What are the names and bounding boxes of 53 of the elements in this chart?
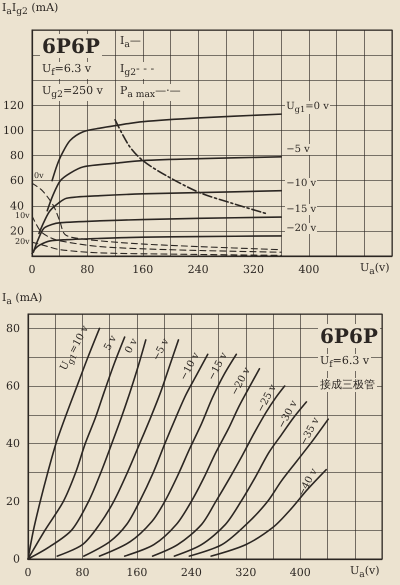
series-label: U$_{g1}$=0 v	[285, 101, 330, 114]
series-label: 10v	[15, 210, 30, 220]
annotation: P$_{a max}$—·—	[118, 84, 183, 102]
text: −30 v	[276, 398, 300, 430]
y-tick-label: 60	[6, 380, 20, 393]
x-tick-label: 400	[290, 566, 311, 579]
x-tick-label: 400	[298, 263, 320, 276]
x-axis-title: U$_{a}$(v)	[350, 564, 380, 580]
y-tick-label: 0	[13, 552, 20, 566]
x-tick-label: 0	[28, 263, 36, 276]
series-label: −10 v	[285, 178, 318, 189]
text: 5 v	[102, 334, 119, 352]
y-tick-label: 120	[3, 98, 24, 112]
x-tick-label: 80	[80, 263, 94, 276]
text: −20 v	[230, 366, 254, 398]
annotation: 接成三极管	[318, 378, 377, 392]
annotation: U$_{f}$=6.3 v	[40, 62, 94, 80]
x-tick-label: 160	[132, 263, 154, 276]
text: −40 v	[296, 466, 320, 498]
annotation: 6P6P	[40, 34, 102, 58]
y-tick-label: 40	[6, 437, 20, 450]
annotation: U$_{f}$=6.3 v	[318, 354, 372, 372]
y-tick-label: 60	[10, 174, 24, 188]
y-axis-title: I$_{a}$I$_{g2}$ (mA)	[2, 1, 58, 18]
y-tick-label: 80	[10, 149, 24, 162]
y-tick-label: 100	[3, 124, 24, 137]
x-axis-title: U$_{a}$(v)	[360, 261, 390, 278]
text: 0 v	[123, 336, 140, 356]
y-tick-label: 20	[10, 224, 24, 238]
annotation: 6P6P	[318, 324, 380, 348]
x-tick-label: 320	[243, 263, 264, 276]
series-label: 0v	[34, 171, 44, 180]
series-label: −15 v	[285, 204, 318, 216]
series-label: 20v	[15, 237, 30, 246]
annotation: U$_{g2}$=250 v	[40, 84, 105, 102]
y-tick-label: 40	[10, 199, 24, 212]
text: −15 v	[206, 351, 230, 383]
x-tick-label: 160	[126, 566, 148, 579]
text: −10 v	[178, 351, 202, 383]
x-tick-label: 320	[235, 566, 256, 579]
text: −5 v	[151, 336, 172, 363]
x-tick-label: 240	[188, 263, 209, 276]
y-tick-label: 80	[6, 322, 20, 335]
y-tick-label: 20	[6, 494, 20, 508]
series-label: −5 v	[285, 144, 311, 155]
annotation: I$_{g2}$- - -	[118, 62, 156, 80]
y-axis-title: I$_{a}$ (mA)	[2, 291, 42, 308]
series-label: −20 v	[285, 222, 318, 234]
x-tick-label: 80	[75, 566, 90, 579]
text: −35 v	[298, 416, 322, 448]
annotation: I$_{a}$—	[118, 34, 143, 52]
text: −25 v	[254, 382, 279, 414]
x-tick-label: 240	[180, 566, 202, 579]
